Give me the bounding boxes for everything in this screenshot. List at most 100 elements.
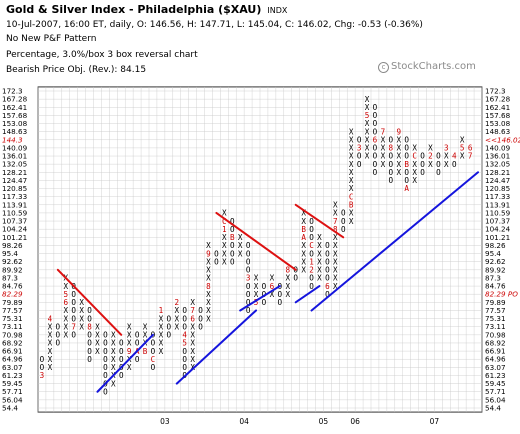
x-box: X	[333, 241, 338, 250]
y-tick-label-right: 124.47	[485, 176, 510, 185]
month-marker: 2	[309, 266, 314, 275]
o-box: O	[452, 160, 457, 169]
o-box: O	[167, 314, 172, 323]
x-box: X	[127, 322, 132, 331]
o-box: O	[436, 168, 441, 177]
x-box: X	[301, 249, 306, 258]
x-box: X	[238, 241, 243, 250]
month-marker: 6	[373, 135, 378, 144]
x-box: X	[190, 339, 195, 348]
right-flag-bg	[483, 290, 520, 298]
y-tick-label-right: 172.3	[485, 87, 506, 96]
month-marker: B	[143, 347, 148, 356]
x-box: X	[63, 314, 68, 323]
x-box: X	[222, 257, 227, 266]
o-box: O	[103, 363, 108, 372]
x-box: X	[159, 322, 164, 331]
o-box: O	[230, 257, 235, 266]
o-box: O	[56, 339, 61, 348]
x-box: X	[365, 95, 370, 104]
o-box: O	[167, 322, 172, 331]
x-box: X	[396, 160, 401, 169]
o-box: O	[71, 306, 76, 315]
o-box: O	[325, 257, 330, 266]
x-year-label: 06	[350, 417, 360, 426]
month-marker: 4	[452, 152, 457, 161]
x-box: X	[143, 331, 148, 340]
y-tick-label-left: 84.76	[2, 282, 23, 291]
o-box: O	[325, 274, 330, 283]
y-tick-label-left: 92.62	[2, 257, 23, 266]
y-tick-label-left: 61.23	[2, 371, 23, 380]
month-marker: 5	[182, 339, 187, 348]
y-tick-label-left: 128.21	[2, 168, 27, 177]
o-box: O	[404, 144, 409, 153]
y-tick-label-left: 68.92	[2, 338, 23, 347]
y-tick-label-right: 113.91	[485, 200, 510, 209]
o-box: O	[151, 339, 156, 348]
o-box: O	[182, 306, 187, 315]
chart-title: Gold & Silver Index - Philadelphia ($XAU…	[6, 3, 287, 16]
left-flag-bg	[1, 290, 37, 298]
objective-line: Bearish Price Obj. (Rev.): 84.15	[6, 65, 147, 75]
month-marker: 7	[468, 152, 473, 161]
month-marker: 1	[309, 257, 314, 266]
o-box: O	[389, 176, 394, 185]
o-box: O	[214, 249, 219, 258]
y-tick-label-left: 56.04	[2, 395, 23, 404]
y-tick-label-right: 167.28	[485, 95, 511, 104]
y-tick-label-right: 162.41	[485, 103, 510, 112]
o-box: O	[135, 331, 140, 340]
x-box: X	[428, 144, 433, 153]
x-box: X	[159, 339, 164, 348]
month-marker: 2	[428, 152, 433, 161]
x-box: X	[333, 209, 338, 218]
right-flag-bg	[483, 136, 520, 144]
x-box: X	[206, 266, 211, 275]
y-tick-label-right: 79.89	[485, 298, 506, 307]
x-box: X	[365, 127, 370, 136]
y-tick-label-right: 66.91	[485, 347, 506, 356]
o-box: O	[357, 135, 362, 144]
o-box: O	[309, 225, 314, 234]
month-marker: B	[349, 200, 354, 209]
o-box: O	[373, 144, 378, 153]
x-box: X	[159, 331, 164, 340]
x-box: X	[174, 314, 179, 323]
stockcharts-watermark: c StockCharts.com	[378, 61, 476, 73]
x-box: X	[365, 119, 370, 128]
x-box: X	[79, 314, 84, 323]
x-box: X	[285, 282, 290, 291]
x-box: X	[254, 274, 259, 283]
month-marker: 7	[333, 217, 338, 226]
y-tick-label-right: 104.24	[485, 225, 511, 234]
o-box: O	[135, 339, 140, 348]
o-box: O	[119, 339, 124, 348]
o-box: O	[309, 282, 314, 291]
o-box: O	[246, 306, 251, 315]
o-box: O	[230, 225, 235, 234]
x-box: X	[333, 233, 338, 242]
x-box: X	[270, 274, 275, 283]
y-tick-label-left: 54.4	[2, 404, 18, 413]
y-tick-label-right: 63.07	[485, 363, 506, 372]
x-year-label: 03	[160, 417, 170, 426]
y-tick-label-right: 64.96	[485, 355, 506, 364]
y-tick-label-right: 98.26	[485, 241, 506, 250]
x-box: X	[254, 282, 259, 291]
x-box: X	[174, 322, 179, 331]
x-box: X	[381, 152, 386, 161]
x-box: X	[190, 331, 195, 340]
month-marker: 5	[63, 290, 68, 299]
o-box: O	[246, 266, 251, 275]
y-tick-label-left: 162.41	[2, 103, 27, 112]
o-box: O	[103, 331, 108, 340]
o-box: O	[182, 355, 187, 364]
o-box: O	[119, 347, 124, 356]
o-box: O	[373, 152, 378, 161]
x-box: X	[95, 339, 100, 348]
y-tick-label-left: 101.21	[2, 233, 27, 242]
o-box: O	[373, 103, 378, 112]
o-box: O	[246, 241, 251, 250]
month-marker: 7	[71, 322, 76, 331]
